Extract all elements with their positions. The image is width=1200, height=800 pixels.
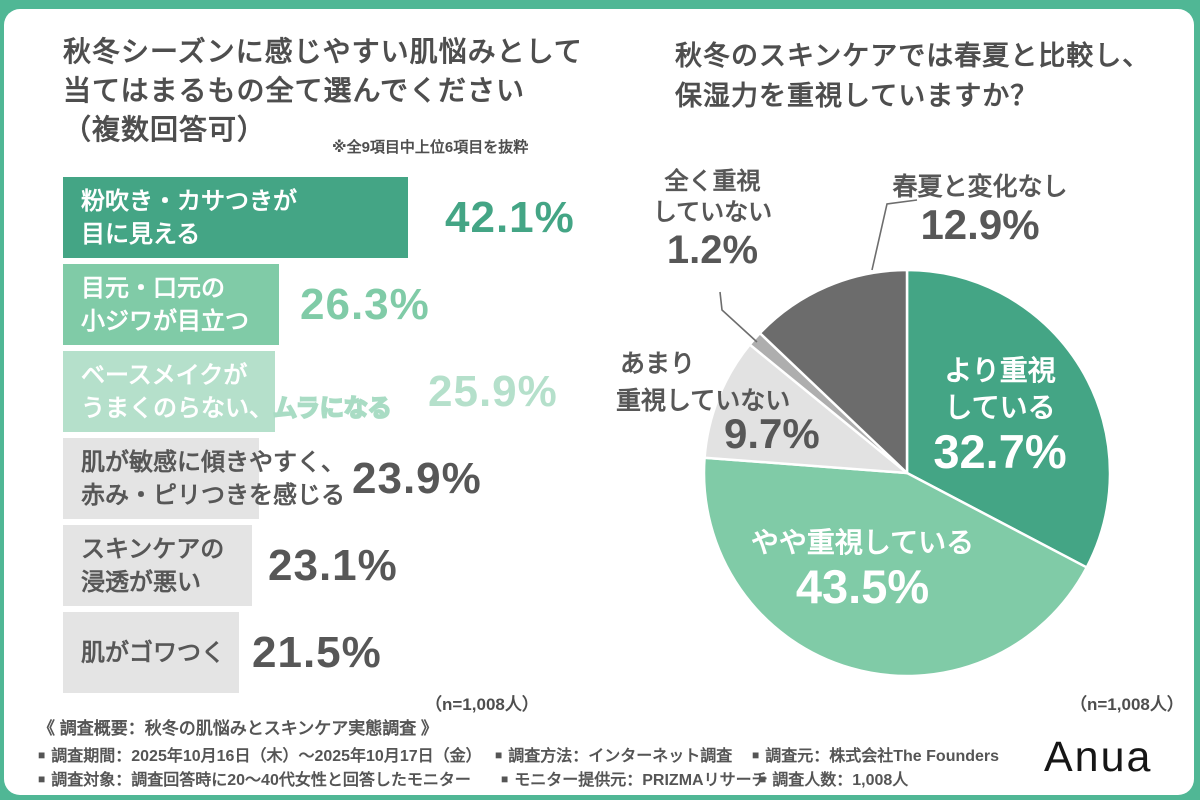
overview-item: ■ 調査元：株式会社The Founders	[752, 742, 999, 766]
bar-value: 23.1%	[268, 540, 398, 590]
overview-item-text: 調査対象：調査回答時に20～40代女性と回答したモニター	[51, 772, 471, 789]
pie-label-rather-not-value: 9.7%	[724, 410, 820, 457]
bar-value: 23.9%	[352, 453, 482, 503]
leader-line-not-at-all	[719, 291, 758, 343]
bar-value: 42.1%	[445, 192, 575, 242]
pie-chart-svg	[702, 199, 1112, 678]
bar-fill	[63, 264, 279, 345]
bar-chart-n-label: （n=1,008人）	[425, 695, 539, 714]
bar-row: ベースメイクが うまくのらない、ムラになる 25.9%	[63, 351, 583, 432]
overview-item: ■ モニター提供元：PRIZMAリサーチ	[501, 766, 768, 790]
brand-logo: Anua	[1044, 733, 1153, 781]
bar-label: 目元・口元の 小ジワが目立つ	[81, 274, 249, 335]
bar-fill	[63, 351, 275, 432]
bar-chart-title-line1: 秋冬シーズンに感じやすい肌悩みとして	[63, 36, 583, 67]
bar-fill	[63, 525, 252, 606]
overview-item: ■ 調査期間：2025年10月16日（木）～2025年10月17日（金）	[38, 742, 482, 766]
bar-label: 肌がゴワつく	[81, 639, 225, 666]
pie-chart-n-label: （n=1,008人）	[1070, 695, 1184, 714]
bar-row: 粉吹き・カサつきが 目に見える 42.1%	[63, 177, 583, 258]
bar-chart-title-line3: （複数回答可）	[63, 114, 267, 145]
bullet-icon: ■	[759, 772, 767, 786]
bar-value: 26.3%	[300, 279, 430, 329]
bullet-icon: ■	[38, 772, 46, 786]
overview-item-text: モニター提供元：PRIZMAリサーチ	[514, 772, 768, 789]
bullet-icon: ■	[495, 748, 503, 762]
overview-item-text: 調査期間：2025年10月16日（木）～2025年10月17日（金）	[51, 748, 482, 765]
overview-item: ■ 調査方法：インターネット調査	[495, 742, 732, 766]
pie-chart-title: 秋冬のスキンケアでは春夏と比較し、 保湿力を重視していますか？	[675, 36, 1150, 116]
bar-row: スキンケアの 浸透が悪い 23.1%	[63, 525, 583, 606]
pie-label-somewhat-emphasis: やや重視している 43.5%	[750, 527, 975, 613]
pie-slice-0	[905, 268, 1112, 569]
pie-label-no-change: 春夏と変化なし 12.9%	[892, 173, 1068, 248]
pie-chart-title-line2: 保湿力を重視していますか？	[675, 81, 1039, 111]
overview-item-text: 調査元：株式会社The Founders	[765, 748, 1000, 765]
bar-chart-title: 秋冬シーズンに感じやすい肌悩みとして 当てはまるもの全て選んでください （複数回…	[63, 32, 583, 149]
bar-chart-title-line2: 当てはまるもの全て選んでください	[63, 75, 526, 106]
bullet-icon: ■	[501, 772, 509, 786]
pie-slice-1	[702, 456, 1088, 678]
overview-item-text: 調査人数：1,008人	[772, 772, 909, 789]
bar-label: 肌が敏感に傾きやすく、 赤み・ピリつきを感じる	[81, 448, 345, 509]
bar-fill	[63, 612, 239, 693]
bar-label-overflow: ムラになる	[272, 394, 393, 423]
bullet-icon: ■	[38, 748, 46, 762]
bar-row: 目元・口元の 小ジワが目立つ 26.3%	[63, 264, 583, 345]
pie-label-rather-not-line2: 重視していない	[616, 387, 791, 415]
bar-fill	[63, 177, 408, 258]
bar-label: ベースメイクが うまくのらない、ムラになる	[81, 361, 393, 423]
survey-overview-title: 《 調査概要：秋冬の肌悩みとスキンケア実態調査 》	[38, 719, 438, 738]
bar-label: スキンケアの 浸透が悪い	[81, 535, 225, 596]
leader-line-no-change	[871, 199, 918, 271]
pie-slice-2	[703, 343, 909, 475]
pie-label-more-emphasis: より重視 している 32.7%	[933, 355, 1067, 478]
bar-fill	[63, 438, 259, 519]
pie-label-rather-not-line1: あまり	[620, 350, 696, 378]
overview-item: ■ 調査対象：調査回答時に20～40代女性と回答したモニター	[38, 766, 471, 790]
bar-row: 肌がゴワつく 21.5%	[63, 612, 583, 693]
pie-slice-4	[758, 268, 909, 475]
bar-value: 21.5%	[252, 627, 382, 677]
bar-row: 肌が敏感に傾きやすく、 赤み・ピリつきを感じる 23.9%	[63, 438, 583, 519]
bar-value: 25.9%	[428, 366, 558, 416]
bar-label: 粉吹き・カサつきが 目に見える	[81, 187, 297, 248]
overview-item-text: 調査方法：インターネット調査	[508, 748, 733, 765]
pie-chart-title-line1: 秋冬のスキンケアでは春夏と比較し、	[675, 41, 1151, 71]
pie-label-not-at-all: 全く重視 していない 1.2%	[652, 168, 773, 272]
overview-item: ■ 調査人数：1,008人	[759, 766, 908, 790]
bar-chart-note: ※全9項目中上位6項目を抜粋	[332, 139, 529, 156]
bullet-icon: ■	[752, 748, 760, 762]
